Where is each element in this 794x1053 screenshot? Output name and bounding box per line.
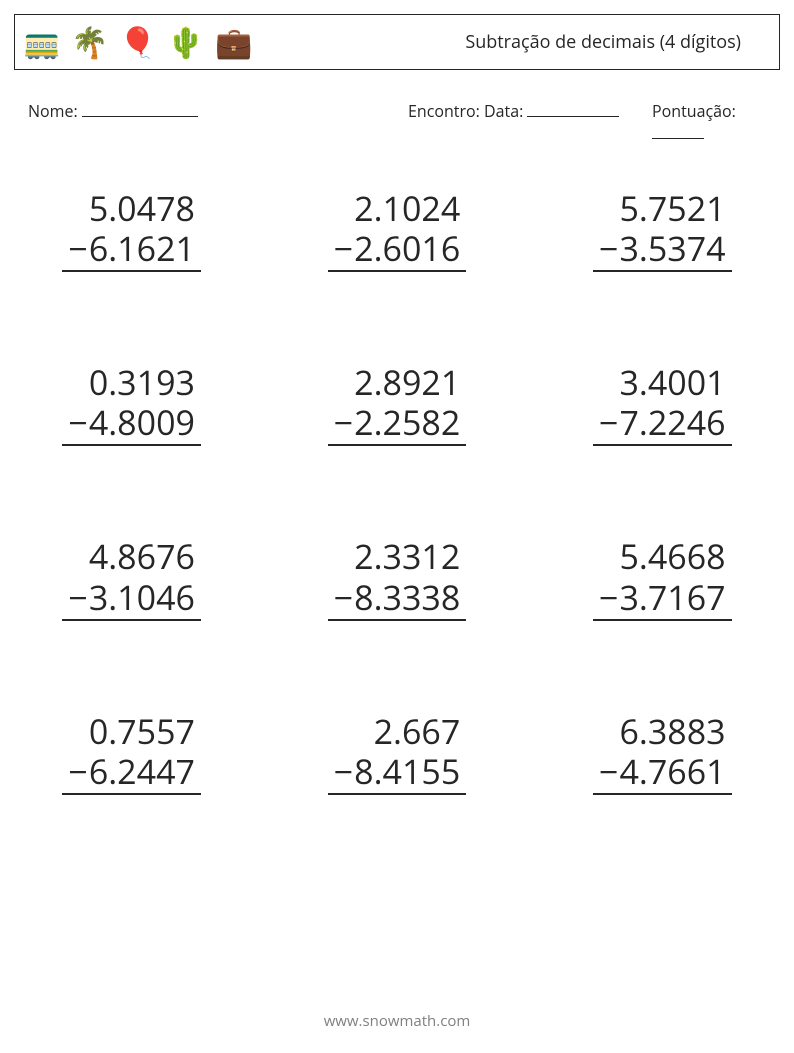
- name-blank[interactable]: [82, 101, 198, 117]
- minuend: 0.7557: [83, 711, 201, 751]
- problem-7: 4.8676−3.1046: [34, 536, 229, 620]
- problem-3: 5.7521−3.5374: [565, 188, 760, 272]
- footer-url: www.snowmath.com: [0, 1011, 794, 1031]
- subtrahend: −4.8009: [62, 402, 201, 446]
- minuend: 2.3312: [348, 536, 466, 576]
- subtrahend: −3.1046: [62, 577, 201, 621]
- subtrahend: −3.7167: [593, 577, 732, 621]
- minuend: 2.1024: [348, 188, 466, 228]
- minuend: 2.667: [368, 711, 467, 751]
- minuend: 3.4001: [613, 362, 731, 402]
- minuend: 0.3193: [83, 362, 201, 402]
- header-icons: 🚃🌴🎈🌵💼: [21, 21, 255, 63]
- date-blank[interactable]: [527, 101, 619, 117]
- tram-icon: 🚃: [21, 21, 63, 63]
- minuend: 5.4668: [613, 536, 731, 576]
- subtrahend: −2.6016: [328, 228, 467, 272]
- worksheet-header: 🚃🌴🎈🌵💼 Subtração de decimais (4 dígitos): [14, 14, 780, 70]
- worksheet-title: Subtração de decimais (4 dígitos): [465, 30, 769, 54]
- subtrahend: −8.4155: [328, 751, 467, 795]
- subtrahend: −6.2447: [62, 751, 201, 795]
- balloon-icon: 🎈: [117, 21, 159, 63]
- subtrahend: −2.2582: [328, 402, 467, 446]
- problem-10: 0.7557−6.2447: [34, 711, 229, 795]
- problem-9: 5.4668−3.7167: [565, 536, 760, 620]
- subtrahend: −7.2246: [593, 402, 732, 446]
- score-blank[interactable]: [652, 123, 704, 139]
- minuend: 5.7521: [613, 188, 731, 228]
- name-label: Nome:: [28, 100, 78, 122]
- problem-12: 6.3883−4.7661: [565, 711, 760, 795]
- subtrahend: −6.1621: [62, 228, 201, 272]
- meta-row: Nome: Encontro: Data: Pontuação:: [14, 70, 780, 144]
- minuend: 4.8676: [83, 536, 201, 576]
- problem-2: 2.1024−2.6016: [299, 188, 494, 272]
- subtrahend: −4.7661: [593, 751, 732, 795]
- problems-grid: 5.0478−6.1621 2.1024−2.6016 5.7521−3.5374 0…: [14, 144, 780, 795]
- minuend: 2.8921: [348, 362, 466, 402]
- score-label: Pontuação:: [652, 100, 736, 122]
- subtrahend: −3.5374: [593, 228, 732, 272]
- palm-icon: 🌴: [69, 21, 111, 63]
- problem-11: 2.667−8.4155: [299, 711, 494, 795]
- problem-5: 2.8921−2.2582: [299, 362, 494, 446]
- problem-8: 2.3312−8.3338: [299, 536, 494, 620]
- minuend: 6.3883: [613, 711, 731, 751]
- date-label: Encontro: Data:: [408, 100, 523, 122]
- problem-1: 5.0478−6.1621: [34, 188, 229, 272]
- cactus-icon: 🌵: [165, 21, 207, 63]
- problem-4: 0.3193−4.8009: [34, 362, 229, 446]
- problem-6: 3.4001−7.2246: [565, 362, 760, 446]
- subtrahend: −8.3338: [328, 577, 467, 621]
- briefcase-icon: 💼: [213, 21, 255, 63]
- minuend: 5.0478: [83, 188, 201, 228]
